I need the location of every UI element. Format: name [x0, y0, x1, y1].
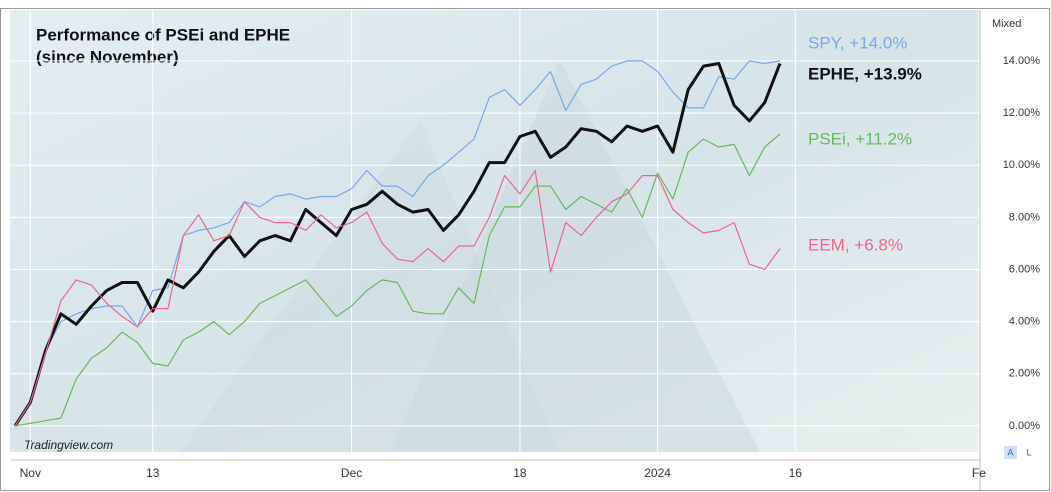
series-line: [13, 62, 782, 427]
y-tick-label: 10.00%: [1003, 159, 1041, 171]
x-tick-label: 18: [513, 466, 527, 480]
series-label: SPY, +14.0%: [808, 33, 907, 52]
x-tick-label: Fe: [972, 466, 986, 480]
y-tick-label: 14.00%: [1003, 55, 1041, 67]
axis-button[interactable]: L: [1026, 447, 1031, 457]
y-tick-label: 6.00%: [1009, 263, 1040, 275]
y-tick-label: 8.00%: [1009, 211, 1040, 223]
x-tick-label: 2024: [644, 466, 671, 480]
series-line: [14, 60, 781, 427]
bg-decoration: [390, 60, 760, 452]
x-tick-label: Nov: [20, 466, 41, 480]
chart-title: Performance of PSEi and EPHE: [36, 25, 290, 44]
x-tick-label: Dec: [341, 466, 362, 480]
series-label: EPHE, +13.9%: [808, 64, 922, 83]
axis-button[interactable]: A: [1007, 447, 1013, 457]
y-tick-label: 0.00%: [1009, 420, 1040, 432]
series-label: EEM, +6.8%: [808, 235, 903, 254]
scale-mode[interactable]: Mixed: [992, 18, 1021, 30]
x-tick-label: 16: [789, 466, 803, 480]
series-line: [14, 133, 781, 427]
bg-decoration: [180, 120, 560, 452]
x-tick-label: 13: [146, 466, 160, 480]
y-tick-label: 4.00%: [1009, 316, 1040, 328]
chart-subtitle: (since November): [36, 47, 179, 66]
axis-button-bg[interactable]: [1004, 446, 1017, 459]
y-tick-label: 2.00%: [1009, 368, 1040, 380]
series-line: [14, 169, 781, 427]
series-label: PSEi, +11.2%: [808, 129, 912, 148]
watermark: Tradingview.com: [24, 438, 113, 452]
y-tick-label: 12.00%: [1003, 107, 1041, 119]
frame: [0, 8, 1050, 491]
